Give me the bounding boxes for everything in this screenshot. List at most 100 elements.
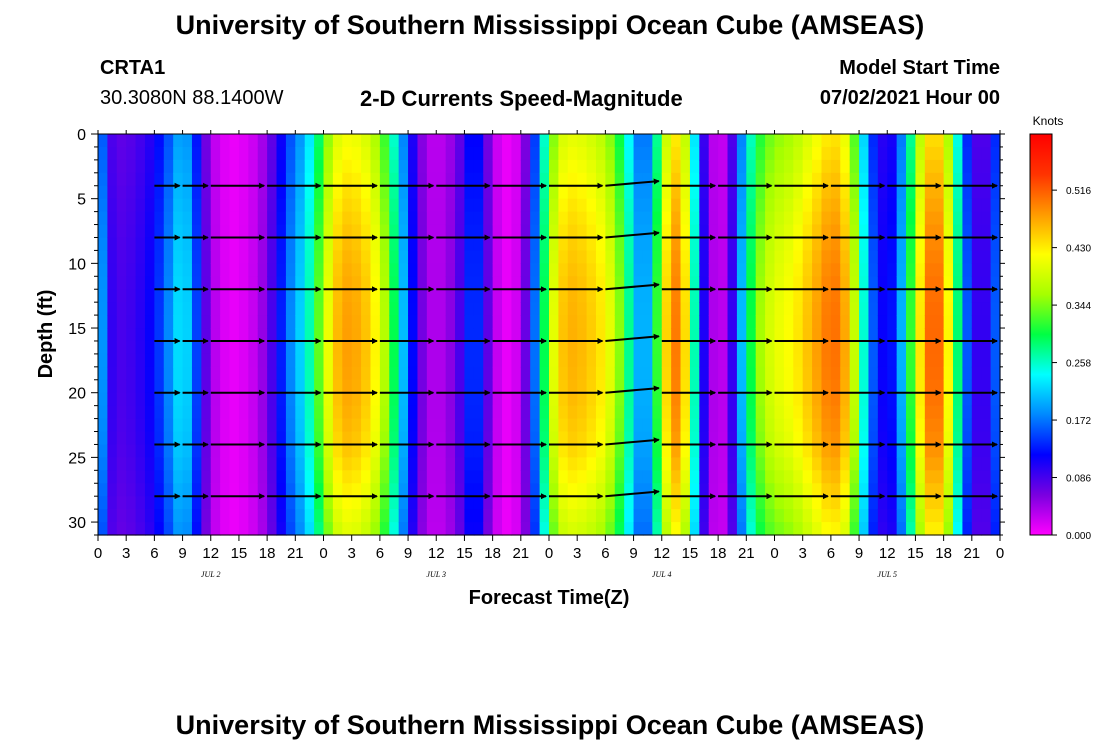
heatmap-cell: [163, 457, 174, 471]
heatmap-cell: [154, 159, 165, 174]
heatmap-cell: [173, 159, 184, 174]
heatmap-cell: [426, 172, 437, 187]
heatmap-cell: [173, 405, 184, 420]
heatmap-cell: [370, 224, 381, 239]
heatmap-cell: [417, 444, 428, 458]
heatmap-cell: [802, 366, 813, 381]
heatmap-cell: [934, 366, 945, 381]
heatmap-cell: [220, 328, 231, 342]
heatmap-cell: [389, 315, 400, 329]
heatmap-cell: [276, 159, 287, 174]
heatmap-cell: [793, 470, 804, 484]
heatmap-cell: [154, 496, 165, 510]
heatmap-cell: [539, 198, 550, 213]
heatmap-cell: [436, 496, 447, 510]
heatmap-cell: [445, 431, 456, 446]
heatmap-cell: [736, 198, 747, 213]
heatmap-cell: [116, 340, 127, 355]
heatmap-cell: [868, 392, 879, 407]
heatmap-cell: [492, 470, 503, 484]
heatmap-cell: [924, 353, 935, 368]
heatmap-cell: [473, 302, 484, 316]
heatmap-cell: [915, 431, 926, 446]
heatmap-cell: [633, 302, 644, 316]
heatmap-cell: [267, 496, 278, 510]
heatmap-cell: [896, 263, 907, 277]
heatmap-cell: [642, 224, 653, 239]
heatmap-cell: [370, 263, 381, 277]
heatmap-cell: [332, 315, 343, 329]
heatmap-cell: [144, 198, 155, 213]
heatmap-cell: [389, 289, 400, 303]
heatmap-cell: [455, 431, 466, 446]
heatmap-cell: [830, 483, 841, 497]
heatmap-cell: [746, 522, 757, 536]
heatmap-cell: [718, 237, 729, 252]
heatmap-cell: [633, 366, 644, 381]
heatmap-cell: [332, 470, 343, 484]
heatmap-cell: [135, 457, 146, 471]
heatmap-cell: [642, 366, 653, 381]
heatmap-cell: [144, 444, 155, 458]
heatmap-cell: [191, 198, 202, 213]
heatmap-cell: [520, 172, 531, 187]
heatmap-cell: [285, 224, 296, 239]
heatmap-cell: [633, 289, 644, 303]
heatmap-cell: [586, 366, 597, 381]
heatmap-cell: [981, 315, 992, 329]
heatmap-cell: [595, 250, 606, 264]
heatmap-cell: [323, 496, 334, 510]
heatmap-cell: [821, 172, 832, 187]
heatmap-cell: [830, 328, 841, 342]
heatmap-cell: [201, 483, 212, 497]
heatmap-cell: [962, 211, 973, 226]
heatmap-cell: [220, 172, 231, 187]
heatmap-cell: [859, 457, 870, 471]
heatmap-cell: [577, 444, 588, 458]
heatmap-cell: [332, 353, 343, 368]
heatmap-cell: [689, 340, 700, 355]
heatmap-cell: [915, 353, 926, 368]
heatmap-cell: [962, 159, 973, 174]
heatmap-cell: [699, 392, 710, 407]
heatmap-cell: [210, 379, 221, 394]
heatmap-cell: [605, 134, 616, 148]
heatmap-cell: [107, 211, 118, 226]
heatmap-cell: [492, 185, 503, 200]
heatmap-cell: [642, 146, 653, 161]
heatmap-cell: [436, 211, 447, 226]
heatmap-cell: [812, 134, 823, 148]
heatmap-cell: [154, 211, 165, 226]
heatmap-cell: [755, 276, 766, 290]
heatmap-cell: [135, 353, 146, 368]
heatmap-cell: [361, 366, 372, 381]
heatmap-cell: [398, 250, 409, 264]
heatmap-cell: [765, 522, 776, 536]
heatmap-cell: [915, 237, 926, 252]
heatmap-cell: [624, 418, 635, 433]
heatmap-cell: [389, 276, 400, 290]
heatmap-cell: [990, 418, 1001, 433]
heatmap-cell: [229, 379, 240, 394]
heatmap-cell: [595, 470, 606, 484]
heatmap-cell: [689, 509, 700, 523]
heatmap-cell: [943, 418, 954, 433]
heatmap-cell: [116, 263, 127, 277]
heatmap-cell: [915, 302, 926, 316]
heatmap-cell: [567, 302, 578, 316]
heatmap-cell: [896, 366, 907, 381]
heatmap-cell: [774, 146, 785, 161]
heatmap-cell: [210, 224, 221, 239]
heatmap-cell: [924, 470, 935, 484]
heatmap-cell: [680, 328, 691, 342]
heatmap-cell: [624, 276, 635, 290]
heatmap-cell: [361, 172, 372, 187]
heatmap-cell: [417, 379, 428, 394]
heatmap-cell: [633, 405, 644, 420]
current-vector: [605, 488, 660, 498]
heatmap-cell: [295, 522, 306, 536]
heatmap-cell: [896, 328, 907, 342]
heatmap-cell: [154, 224, 165, 239]
heatmap-cell: [849, 496, 860, 510]
heatmap-cell: [473, 392, 484, 407]
